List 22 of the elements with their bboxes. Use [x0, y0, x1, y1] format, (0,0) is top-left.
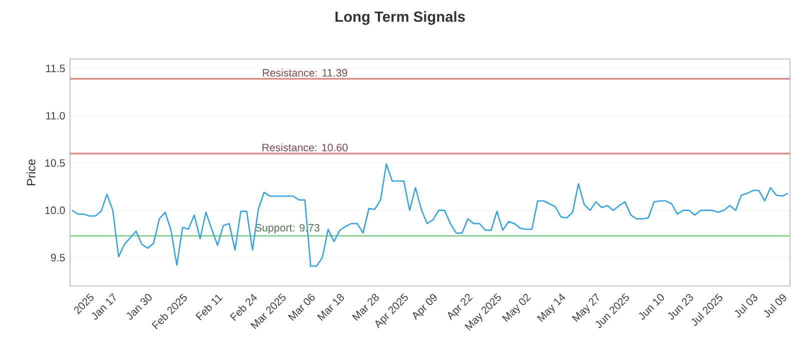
y-tick-label: 11.0: [46, 112, 65, 120]
x-tick-label: Mar 18: [317, 294, 344, 321]
y-tick-label: 11.5: [46, 64, 65, 72]
y-axis-title: Price: [26, 159, 36, 186]
y-tick-label: 9.5: [50, 254, 65, 262]
ref-line-label: Resistance: 10.60: [262, 143, 348, 152]
x-tick-label: Jul 09: [764, 294, 786, 318]
y-tick-label: 10.5: [45, 159, 65, 167]
x-tick-label: May 14: [536, 294, 566, 322]
x-tick-label: Apr 22: [448, 294, 473, 320]
x-tick-label: Apr 09: [412, 294, 437, 320]
x-tick-label: Mar 06: [288, 294, 315, 321]
x-tick-label: Feb 11: [196, 294, 223, 320]
x-tick-label: May 02: [502, 294, 531, 322]
chart-title: Long Term Signals: [336, 11, 465, 25]
ref-line-label: Resistance: 11.39: [262, 68, 348, 77]
y-tick-label: 10.0: [45, 206, 65, 214]
x-tick-label: Jun 23: [668, 294, 694, 320]
x-tick-label: Mar 28: [352, 294, 379, 321]
x-tick-label: Jan 30: [126, 294, 152, 320]
x-tick-label: Jul 03: [734, 294, 758, 318]
x-tick-label: Jun 10: [638, 294, 664, 320]
